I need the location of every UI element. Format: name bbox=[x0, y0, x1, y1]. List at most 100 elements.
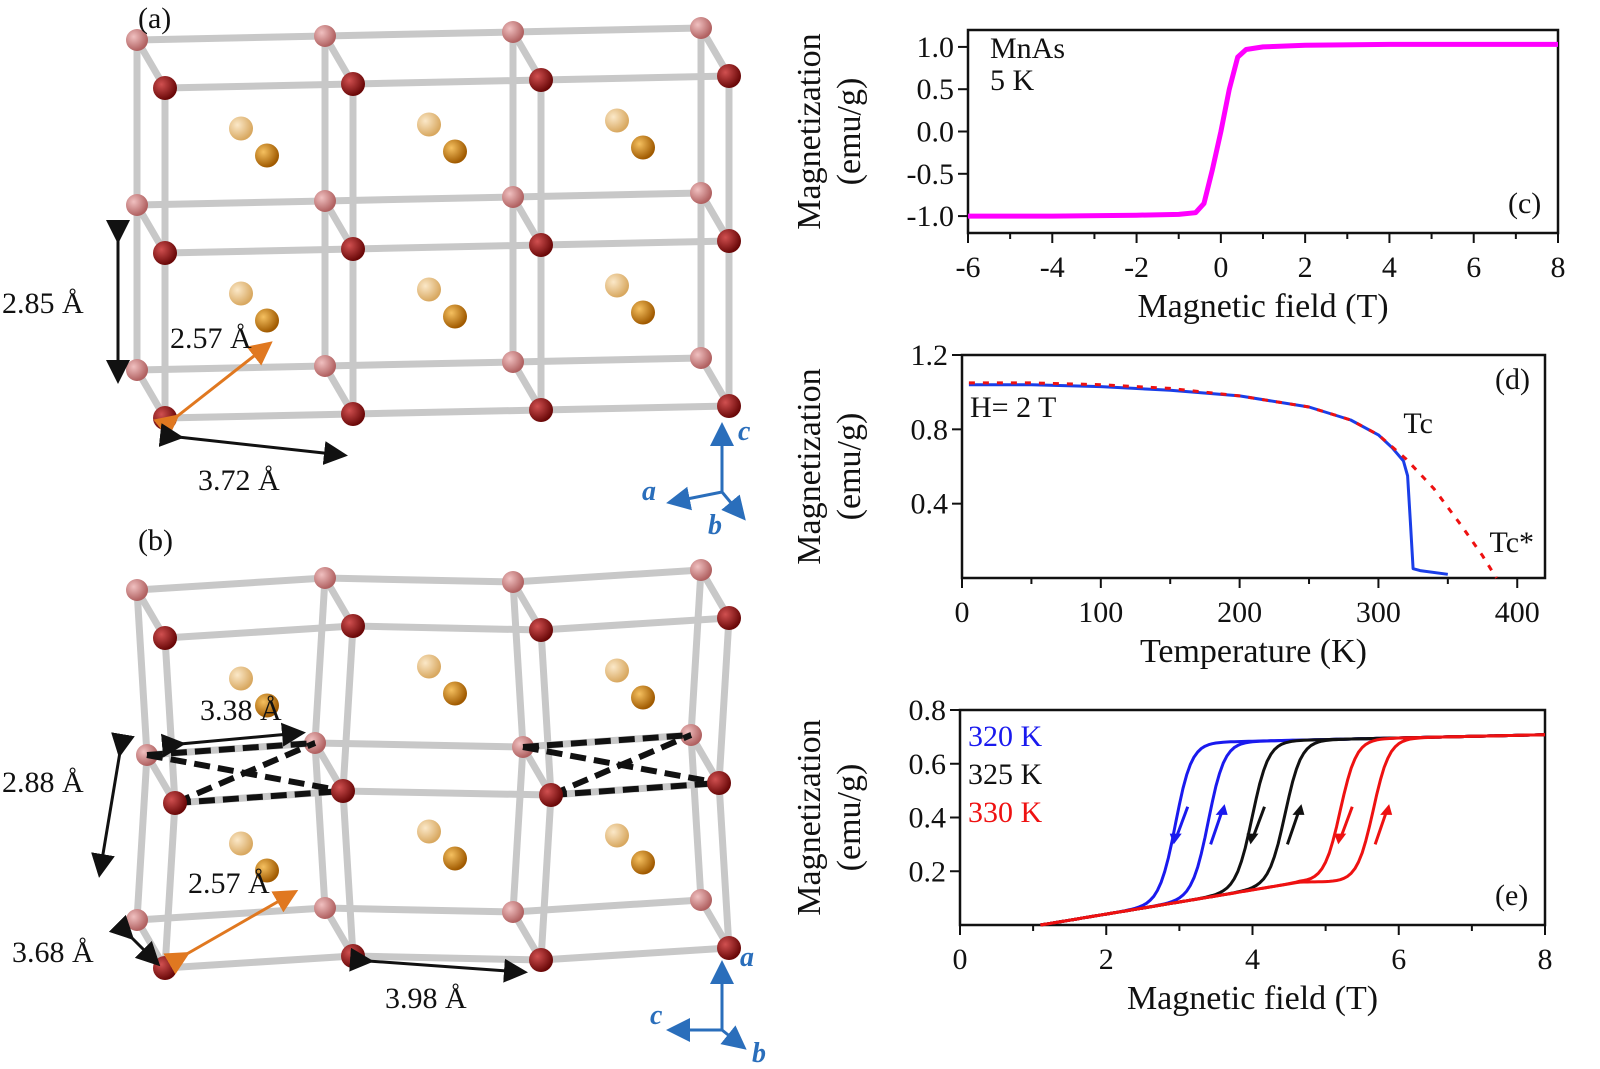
mn-atom-back bbox=[314, 355, 336, 377]
mn-atom-front bbox=[341, 402, 365, 426]
mn-atom-front bbox=[341, 614, 365, 638]
bond-rod bbox=[311, 739, 329, 912]
measured-mt-curve bbox=[968, 383, 1448, 576]
sweep-down-arrowhead bbox=[1246, 833, 1259, 845]
legend-325-k: 325 K bbox=[968, 758, 1043, 791]
mn-atom-front bbox=[331, 779, 355, 803]
as-atom bbox=[417, 112, 441, 137]
mn-atom-back bbox=[502, 21, 524, 43]
distance-label-vertical: 2.88 Å bbox=[2, 766, 84, 799]
mn-atom-front bbox=[153, 76, 177, 100]
axis-triad-b: a c b bbox=[650, 942, 766, 1069]
as-atom bbox=[255, 308, 279, 333]
bond-rod bbox=[509, 578, 527, 751]
x-tick-label: 4 bbox=[1245, 943, 1260, 976]
distance-label-c: 2.85 Å bbox=[2, 287, 84, 320]
mn-atom-back bbox=[314, 897, 336, 919]
x-axis-label: Temperature (K) bbox=[1140, 633, 1367, 670]
bond-rod bbox=[537, 614, 733, 634]
y-tick-label: 1.0 bbox=[917, 31, 955, 64]
x-tick-label: 200 bbox=[1217, 596, 1262, 629]
mn-atom-front bbox=[529, 948, 553, 972]
sweep-up-arrow bbox=[1209, 808, 1225, 845]
x-tick-label: 300 bbox=[1356, 596, 1401, 629]
x-tick-label: 4 bbox=[1382, 251, 1397, 284]
y-axis-unit: (emu/g) bbox=[831, 78, 868, 186]
bond-rod bbox=[715, 614, 733, 787]
x-tick-label: 400 bbox=[1495, 596, 1540, 629]
tc-star-label: Tc* bbox=[1489, 526, 1534, 559]
x-axis-label: Magnetic field (T) bbox=[1137, 288, 1388, 325]
sweep-up-arrow bbox=[1373, 808, 1389, 845]
bond-rod bbox=[349, 406, 545, 418]
y-tick-label: 0.5 bbox=[917, 73, 955, 106]
as-atom bbox=[631, 300, 655, 325]
as-atom bbox=[255, 693, 279, 718]
bond-rod bbox=[311, 739, 527, 751]
as-atom bbox=[605, 273, 629, 298]
mn-atom-front bbox=[341, 72, 365, 96]
as-atom bbox=[443, 846, 467, 871]
bond-rod bbox=[349, 241, 545, 253]
dashed-bond bbox=[550, 780, 720, 798]
mn-atom-front bbox=[153, 956, 177, 980]
bond-rod bbox=[349, 76, 545, 88]
x-tick-label: -4 bbox=[1040, 251, 1065, 284]
axis-label-a: a bbox=[642, 476, 656, 507]
bond-rod bbox=[161, 952, 357, 972]
as-atom bbox=[229, 666, 253, 691]
tc-label: Tc bbox=[1403, 407, 1433, 440]
distance-label-depth: 3.68 Å bbox=[12, 936, 94, 969]
y-tick-label: 1.2 bbox=[911, 339, 949, 372]
mn-atom-back bbox=[690, 889, 712, 911]
mn-atom-back bbox=[502, 571, 524, 593]
as-atom bbox=[631, 685, 655, 710]
x-tick-label: -6 bbox=[956, 251, 981, 284]
as-atom bbox=[631, 850, 655, 875]
hysteresis-up-branch bbox=[1040, 733, 1546, 927]
y-axis-label: Magnetization bbox=[791, 33, 828, 229]
x-tick-label: 0 bbox=[953, 943, 968, 976]
crystal-structure-b bbox=[126, 559, 741, 980]
x-tick-label: 6 bbox=[1391, 943, 1406, 976]
a-distance-arrow bbox=[158, 423, 348, 465]
mn-atom-front bbox=[717, 606, 741, 630]
bond-rod bbox=[509, 743, 527, 916]
x-tick-label: 8 bbox=[1551, 251, 1566, 284]
bond-rod bbox=[161, 622, 357, 642]
bond-rod bbox=[509, 566, 705, 586]
legend-330-k: 330 K bbox=[968, 796, 1043, 829]
as-atom bbox=[605, 108, 629, 133]
x-tick-label: 2 bbox=[1099, 943, 1114, 976]
y-tick-label: 0.8 bbox=[909, 694, 947, 727]
sweep-up-arrowhead bbox=[1292, 804, 1305, 815]
mn-atom-front bbox=[717, 229, 741, 253]
axis-label-b-b: b bbox=[752, 1038, 766, 1069]
mn-atom-front bbox=[341, 237, 365, 261]
mn-atom-front bbox=[341, 944, 365, 968]
as-atom bbox=[417, 654, 441, 679]
depth-distance-arrow bbox=[108, 914, 161, 967]
dashed-bond bbox=[522, 732, 692, 750]
bottom-distance-arrow bbox=[349, 947, 528, 983]
dashed-bond bbox=[549, 732, 693, 798]
axis-label-a-b: a bbox=[740, 942, 754, 973]
sweep-up-arrowhead bbox=[1215, 804, 1228, 815]
crystal-structure-a bbox=[126, 17, 741, 430]
axis-triad-a: c a b bbox=[642, 416, 751, 541]
bond-rod bbox=[537, 402, 733, 414]
as-atom bbox=[255, 858, 279, 883]
mn-atom-back bbox=[690, 182, 712, 204]
distance-label-bottom: 3.98 Å bbox=[385, 982, 467, 1015]
bond-rod bbox=[161, 245, 357, 257]
sweep-down-arrowhead bbox=[1169, 833, 1182, 845]
y-tick-label: 0.4 bbox=[909, 802, 947, 835]
temperature-annotation: 5 K bbox=[990, 64, 1035, 97]
sample-annotation: MnAs bbox=[990, 32, 1065, 65]
mn-atom-back bbox=[314, 190, 336, 212]
mn-as-distance-arrow bbox=[153, 341, 273, 439]
dashed-distance-arrow bbox=[160, 722, 306, 758]
x-tick-label: 100 bbox=[1078, 596, 1123, 629]
mn-atom-back bbox=[502, 351, 524, 373]
bond-rod bbox=[349, 622, 545, 634]
